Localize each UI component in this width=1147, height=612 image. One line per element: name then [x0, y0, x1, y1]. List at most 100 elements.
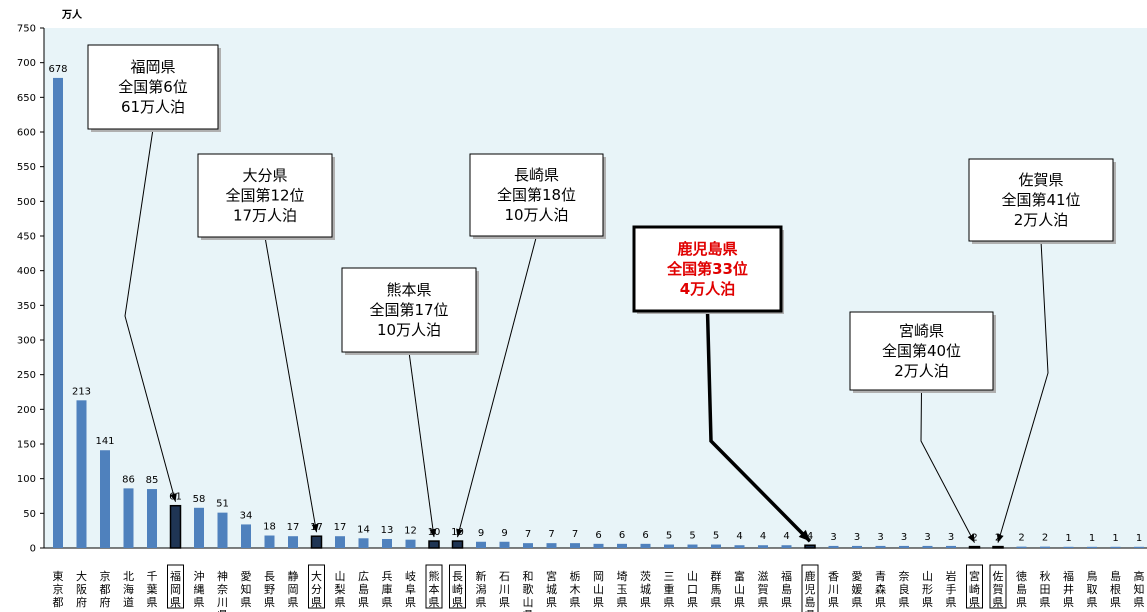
bar — [968, 545, 981, 549]
value-label: 3 — [924, 532, 930, 543]
value-label: 1 — [1136, 533, 1142, 544]
bar — [310, 535, 323, 549]
category-char: 県 — [546, 596, 557, 609]
category-char: 城 — [640, 583, 651, 596]
bars — [53, 77, 1144, 549]
value-label: 5 — [689, 531, 695, 542]
category-text: 滋賀県 — [758, 570, 769, 609]
y-tick-label: 250 — [17, 370, 36, 381]
bar — [451, 540, 464, 549]
category-char: 県 — [617, 596, 628, 609]
category-label: 富山県 — [734, 569, 745, 609]
bar — [382, 538, 392, 548]
category-char: 徳 — [1016, 570, 1027, 583]
value-label: 1 — [1089, 533, 1095, 544]
category-char: 県 — [734, 596, 745, 609]
category-char: 京 — [100, 569, 111, 583]
category-char: 県 — [969, 596, 980, 609]
leader-line — [997, 240, 1049, 543]
category-text: 東京都 — [53, 570, 64, 609]
category-char: 鹿 — [805, 569, 816, 583]
category-char: 重 — [664, 582, 675, 596]
category-text: 新潟県 — [476, 569, 487, 609]
category-label: 徳島県 — [1016, 570, 1027, 609]
category-char: 玉 — [617, 583, 628, 596]
callout-line: 4万人泊 — [680, 280, 735, 298]
callout-line: 全国第40位 — [882, 342, 961, 360]
category-char: 山 — [734, 583, 745, 596]
category-label: 高知県 — [1134, 569, 1145, 609]
category-label: 福井県 — [1063, 569, 1074, 609]
category-char: 大 — [311, 569, 322, 583]
leader-arrowhead — [429, 528, 437, 538]
y-tick-label: 0 — [30, 544, 36, 555]
category-char: 木 — [570, 583, 581, 596]
bar — [664, 544, 674, 548]
category-label: 秋田県 — [1040, 569, 1051, 609]
category-text: 沖縄県 — [194, 570, 205, 609]
category-label: 神奈川県 — [217, 569, 228, 612]
category-label: 栃木県 — [570, 569, 581, 609]
category-label: 群馬県 — [711, 569, 722, 609]
value-label: 85 — [146, 475, 159, 486]
category-char: 県 — [264, 596, 275, 609]
category-char: 福 — [1063, 569, 1074, 583]
category-char: 県 — [946, 596, 957, 609]
category-char: 奈 — [899, 569, 910, 583]
value-label: 2 — [1018, 533, 1024, 544]
category-text: 鹿児島県 — [805, 569, 816, 612]
callout-line: 佐賀県 — [1018, 171, 1063, 189]
category-text: 北海道 — [123, 570, 134, 609]
category-text: 岡山県 — [593, 570, 604, 609]
category-char: 兵 — [382, 570, 393, 583]
category-char: 秋 — [1040, 569, 1051, 583]
category-label: 山形県 — [922, 570, 933, 609]
category-text: 高知県 — [1134, 569, 1145, 609]
category-label: 大分県 — [308, 564, 325, 609]
category-label: 兵庫県 — [382, 570, 393, 609]
category-char: 取 — [1087, 583, 1098, 596]
category-char: 島 — [358, 582, 369, 596]
value-label: 17 — [334, 522, 347, 533]
category-char: 山 — [593, 583, 604, 596]
category-char: 手 — [946, 582, 957, 596]
category-char: 茨 — [640, 569, 651, 583]
value-label: 3 — [830, 532, 836, 543]
callout-box — [968, 158, 1114, 242]
category-text: 香川県 — [828, 570, 839, 609]
category-char: 京 — [53, 582, 64, 596]
category-char: 青 — [875, 570, 886, 583]
category-char: 北 — [123, 570, 134, 583]
category-char: 島 — [1110, 569, 1121, 583]
category-label: 鳥取県 — [1087, 569, 1098, 609]
category-char: 島 — [781, 582, 792, 596]
bar — [476, 541, 486, 548]
bar — [100, 450, 110, 548]
category-char: 県 — [429, 596, 440, 609]
callout-line: 2万人泊 — [894, 362, 949, 380]
category-char: 県 — [781, 596, 792, 609]
value-label: 6 — [595, 530, 601, 541]
category-label: 沖縄県 — [194, 570, 205, 609]
category-char: 田 — [1040, 583, 1051, 596]
y-tick-label: 700 — [17, 58, 36, 69]
category-label: 長崎県 — [449, 564, 466, 609]
category-char: 県 — [1087, 596, 1098, 609]
category-char: 縄 — [194, 582, 205, 596]
category-char: 形 — [922, 583, 933, 596]
value-label: 4 — [736, 531, 742, 542]
leader-arrowhead — [967, 533, 975, 543]
category-char: 県 — [311, 596, 322, 609]
category-char: 県 — [217, 609, 228, 612]
category-char: 県 — [1016, 596, 1027, 609]
category-char: 島 — [1016, 582, 1027, 596]
value-label: 3 — [901, 532, 907, 543]
category-char: 賀 — [758, 583, 769, 596]
category-char: 愛 — [241, 570, 252, 583]
category-char: 富 — [734, 569, 745, 583]
category-char: 道 — [123, 595, 134, 609]
category-char: 宮 — [546, 569, 557, 583]
category-text: 静岡県 — [288, 569, 299, 609]
